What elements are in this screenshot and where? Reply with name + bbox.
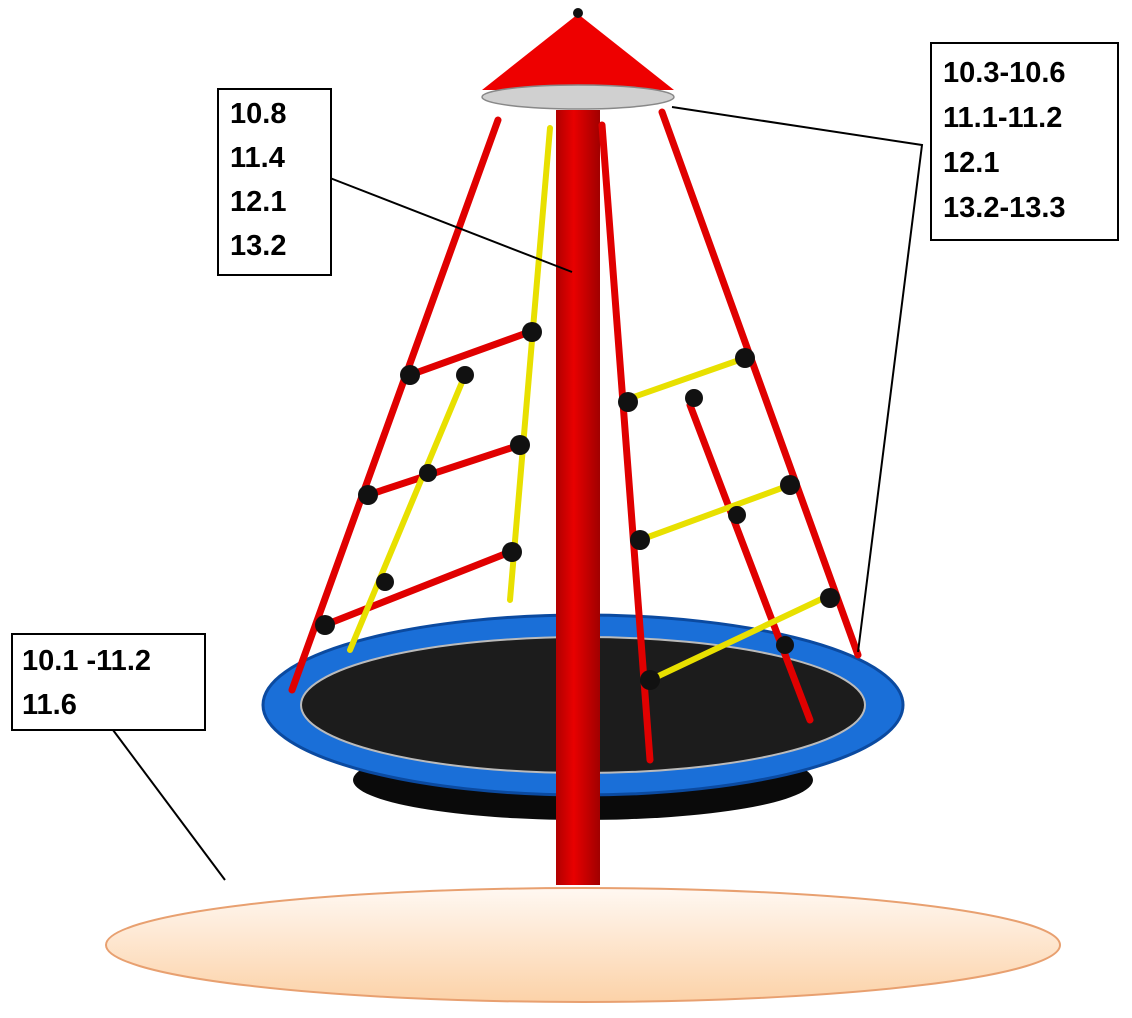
callout-text: 12.1 bbox=[230, 186, 286, 218]
callout-text: 10.8 bbox=[230, 98, 286, 130]
roof-cone bbox=[482, 14, 674, 90]
callout-text: 12.1 bbox=[943, 147, 999, 179]
leader-lines bbox=[112, 106, 924, 881]
pole bbox=[556, 110, 600, 885]
callout-1: 10.3-10.6 11.1-11.2 12.1 13.2-13.3 bbox=[930, 42, 1119, 241]
equipment-drawing bbox=[105, 8, 1061, 1003]
rope-knots bbox=[315, 322, 840, 690]
callout-text: 10.1 -11.2 bbox=[22, 645, 151, 677]
callout-text: 11.6 bbox=[22, 689, 77, 721]
callout-text: 13.2-13.3 bbox=[943, 192, 1066, 224]
back-ropes bbox=[288, 116, 553, 694]
roof-tip bbox=[573, 8, 583, 18]
callout-2: 10.1 -11.2 11.6 bbox=[11, 633, 206, 731]
ground-area bbox=[105, 887, 1061, 1003]
callout-0: 10.8 11.4 12.1 13.2 bbox=[217, 88, 332, 276]
front-ropes bbox=[598, 108, 862, 764]
callout-text: 10.3-10.6 bbox=[943, 57, 1066, 89]
callout-text: 13.2 bbox=[230, 230, 286, 262]
callout-text: 11.4 bbox=[230, 142, 285, 174]
roof-plate bbox=[481, 84, 675, 110]
callout-text: 11.1-11.2 bbox=[943, 102, 1062, 134]
